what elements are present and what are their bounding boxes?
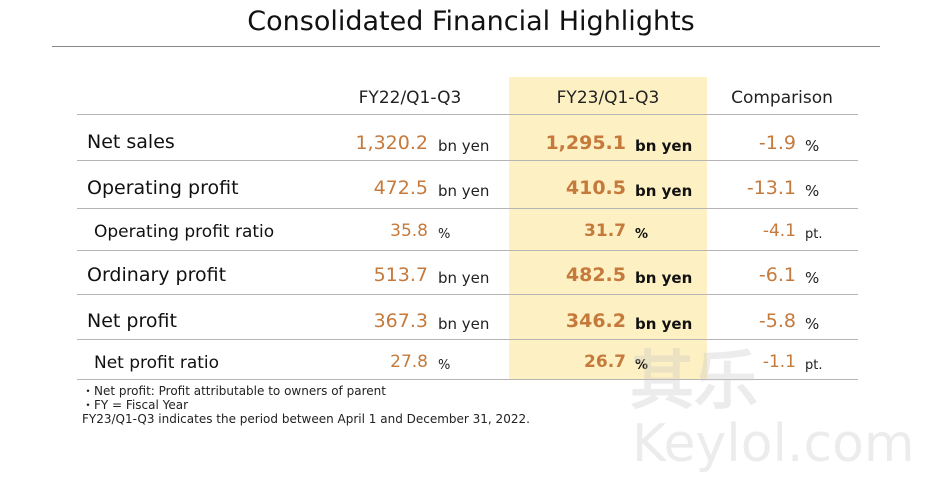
table-row: Ordinary profit 513.7 bn yen 482.5 bn ye… <box>0 256 942 296</box>
row-label: Operating profit ratio <box>94 222 275 242</box>
footnote: ・FY = Fiscal Year <box>82 398 189 412</box>
curr-unit: % <box>635 358 649 373</box>
prev-value: 367.3 <box>373 310 428 332</box>
column-header-prev: FY22/Q1-Q3 <box>358 88 462 108</box>
curr-unit: % <box>635 227 649 242</box>
header-divider <box>77 114 858 115</box>
curr-value: 410.5 <box>565 177 626 199</box>
prev-unit: bn yen <box>438 137 490 155</box>
row-label: Net sales <box>87 131 175 153</box>
comparison-value: -1.9 <box>758 132 796 154</box>
comparison-unit: % <box>805 315 820 333</box>
row-divider <box>77 160 858 161</box>
column-header-comparison: Comparison <box>731 88 833 108</box>
row-divider <box>77 208 858 209</box>
comparison-unit: pt. <box>805 227 823 242</box>
prev-unit: bn yen <box>438 269 490 287</box>
footnotes: ・Net profit: Profit attributable to owne… <box>82 384 530 426</box>
curr-value: 1,295.1 <box>545 132 626 154</box>
comparison-value: -5.8 <box>758 310 796 332</box>
prev-value: 472.5 <box>373 177 428 199</box>
comparison-unit: % <box>805 182 820 200</box>
curr-value: 31.7 <box>584 221 626 241</box>
curr-value: 26.7 <box>584 352 626 372</box>
prev-unit: bn yen <box>438 182 490 200</box>
page-title: Consolidated Financial Highlights <box>247 6 695 37</box>
comparison-value: -4.1 <box>762 221 796 241</box>
table-row: Net sales 1,320.2 bn yen 1,295.1 bn yen … <box>0 124 942 164</box>
row-label: Operating profit <box>87 177 239 199</box>
curr-unit: bn yen <box>635 269 693 287</box>
prev-unit: % <box>438 227 451 242</box>
curr-unit: bn yen <box>635 315 693 333</box>
comparison-unit: % <box>805 137 820 155</box>
current-period-highlight <box>509 77 707 380</box>
curr-unit: bn yen <box>635 137 693 155</box>
prev-value: 35.8 <box>390 221 428 241</box>
row-label: Net profit ratio <box>94 353 220 373</box>
table-row: Operating profit 472.5 bn yen 410.5 bn y… <box>0 169 942 209</box>
table-row: Operating profit ratio 35.8 % 31.7 % -4.… <box>0 212 942 252</box>
prev-value: 1,320.2 <box>355 132 428 154</box>
prev-value: 27.8 <box>390 352 428 372</box>
comparison-unit: pt. <box>805 358 823 373</box>
comparison-value: -1.1 <box>762 352 796 372</box>
table-row: Net profit ratio 27.8 % 26.7 % -1.1 pt. <box>0 343 942 383</box>
row-label: Net profit <box>87 310 177 332</box>
row-divider <box>77 339 858 340</box>
title-divider <box>52 46 880 47</box>
comparison-value: -6.1 <box>758 264 796 286</box>
row-divider <box>77 379 858 380</box>
prev-unit: % <box>438 358 451 373</box>
prev-unit: bn yen <box>438 315 490 333</box>
curr-value: 346.2 <box>565 310 626 332</box>
footnote: FY23/Q1-Q3 indicates the period between … <box>82 412 530 426</box>
row-divider <box>77 294 858 295</box>
comparison-value: -13.1 <box>746 177 796 199</box>
row-divider <box>77 250 858 251</box>
prev-value: 513.7 <box>373 264 428 286</box>
table-row: Net profit 367.3 bn yen 346.2 bn yen -5.… <box>0 302 942 342</box>
curr-unit: bn yen <box>635 182 693 200</box>
comparison-unit: % <box>805 269 820 287</box>
column-header-curr: FY23/Q1-Q3 <box>556 88 660 108</box>
curr-value: 482.5 <box>565 264 626 286</box>
watermark-en: Keylol.com <box>632 414 915 474</box>
footnote: ・Net profit: Profit attributable to owne… <box>82 384 386 398</box>
row-label: Ordinary profit <box>87 264 227 286</box>
